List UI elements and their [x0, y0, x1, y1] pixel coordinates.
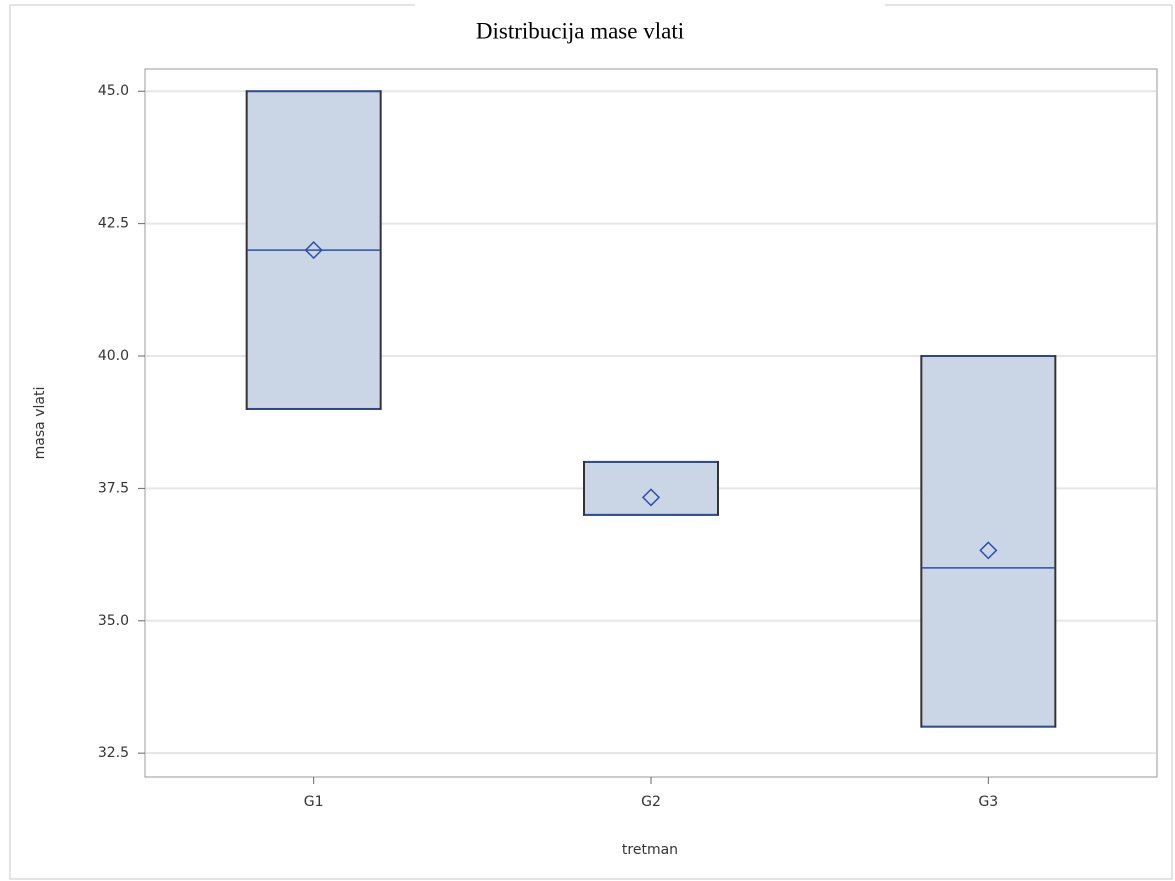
y-tick-label: 42.5: [98, 216, 129, 232]
x-axis-label: tretman: [622, 842, 678, 858]
chart-title: Distribucija mase vlati: [476, 18, 684, 43]
x-tick-label: G1: [304, 794, 324, 810]
x-tick-label: G3: [978, 794, 998, 810]
y-tick-label: 45.0: [98, 83, 129, 99]
y-tick-label: 35.0: [98, 613, 129, 629]
y-axis-label: masa vlati: [32, 387, 48, 460]
mean-marker: [979, 541, 998, 560]
x-tick-label: G2: [641, 794, 661, 810]
y-tick-label: 32.5: [98, 745, 129, 761]
frame: [9, 4, 1173, 880]
mean-marker: [304, 241, 323, 260]
y-tick-label: 40.0: [98, 348, 129, 364]
mean-marker: [641, 488, 661, 507]
y-tick-label: 37.5: [98, 480, 129, 496]
